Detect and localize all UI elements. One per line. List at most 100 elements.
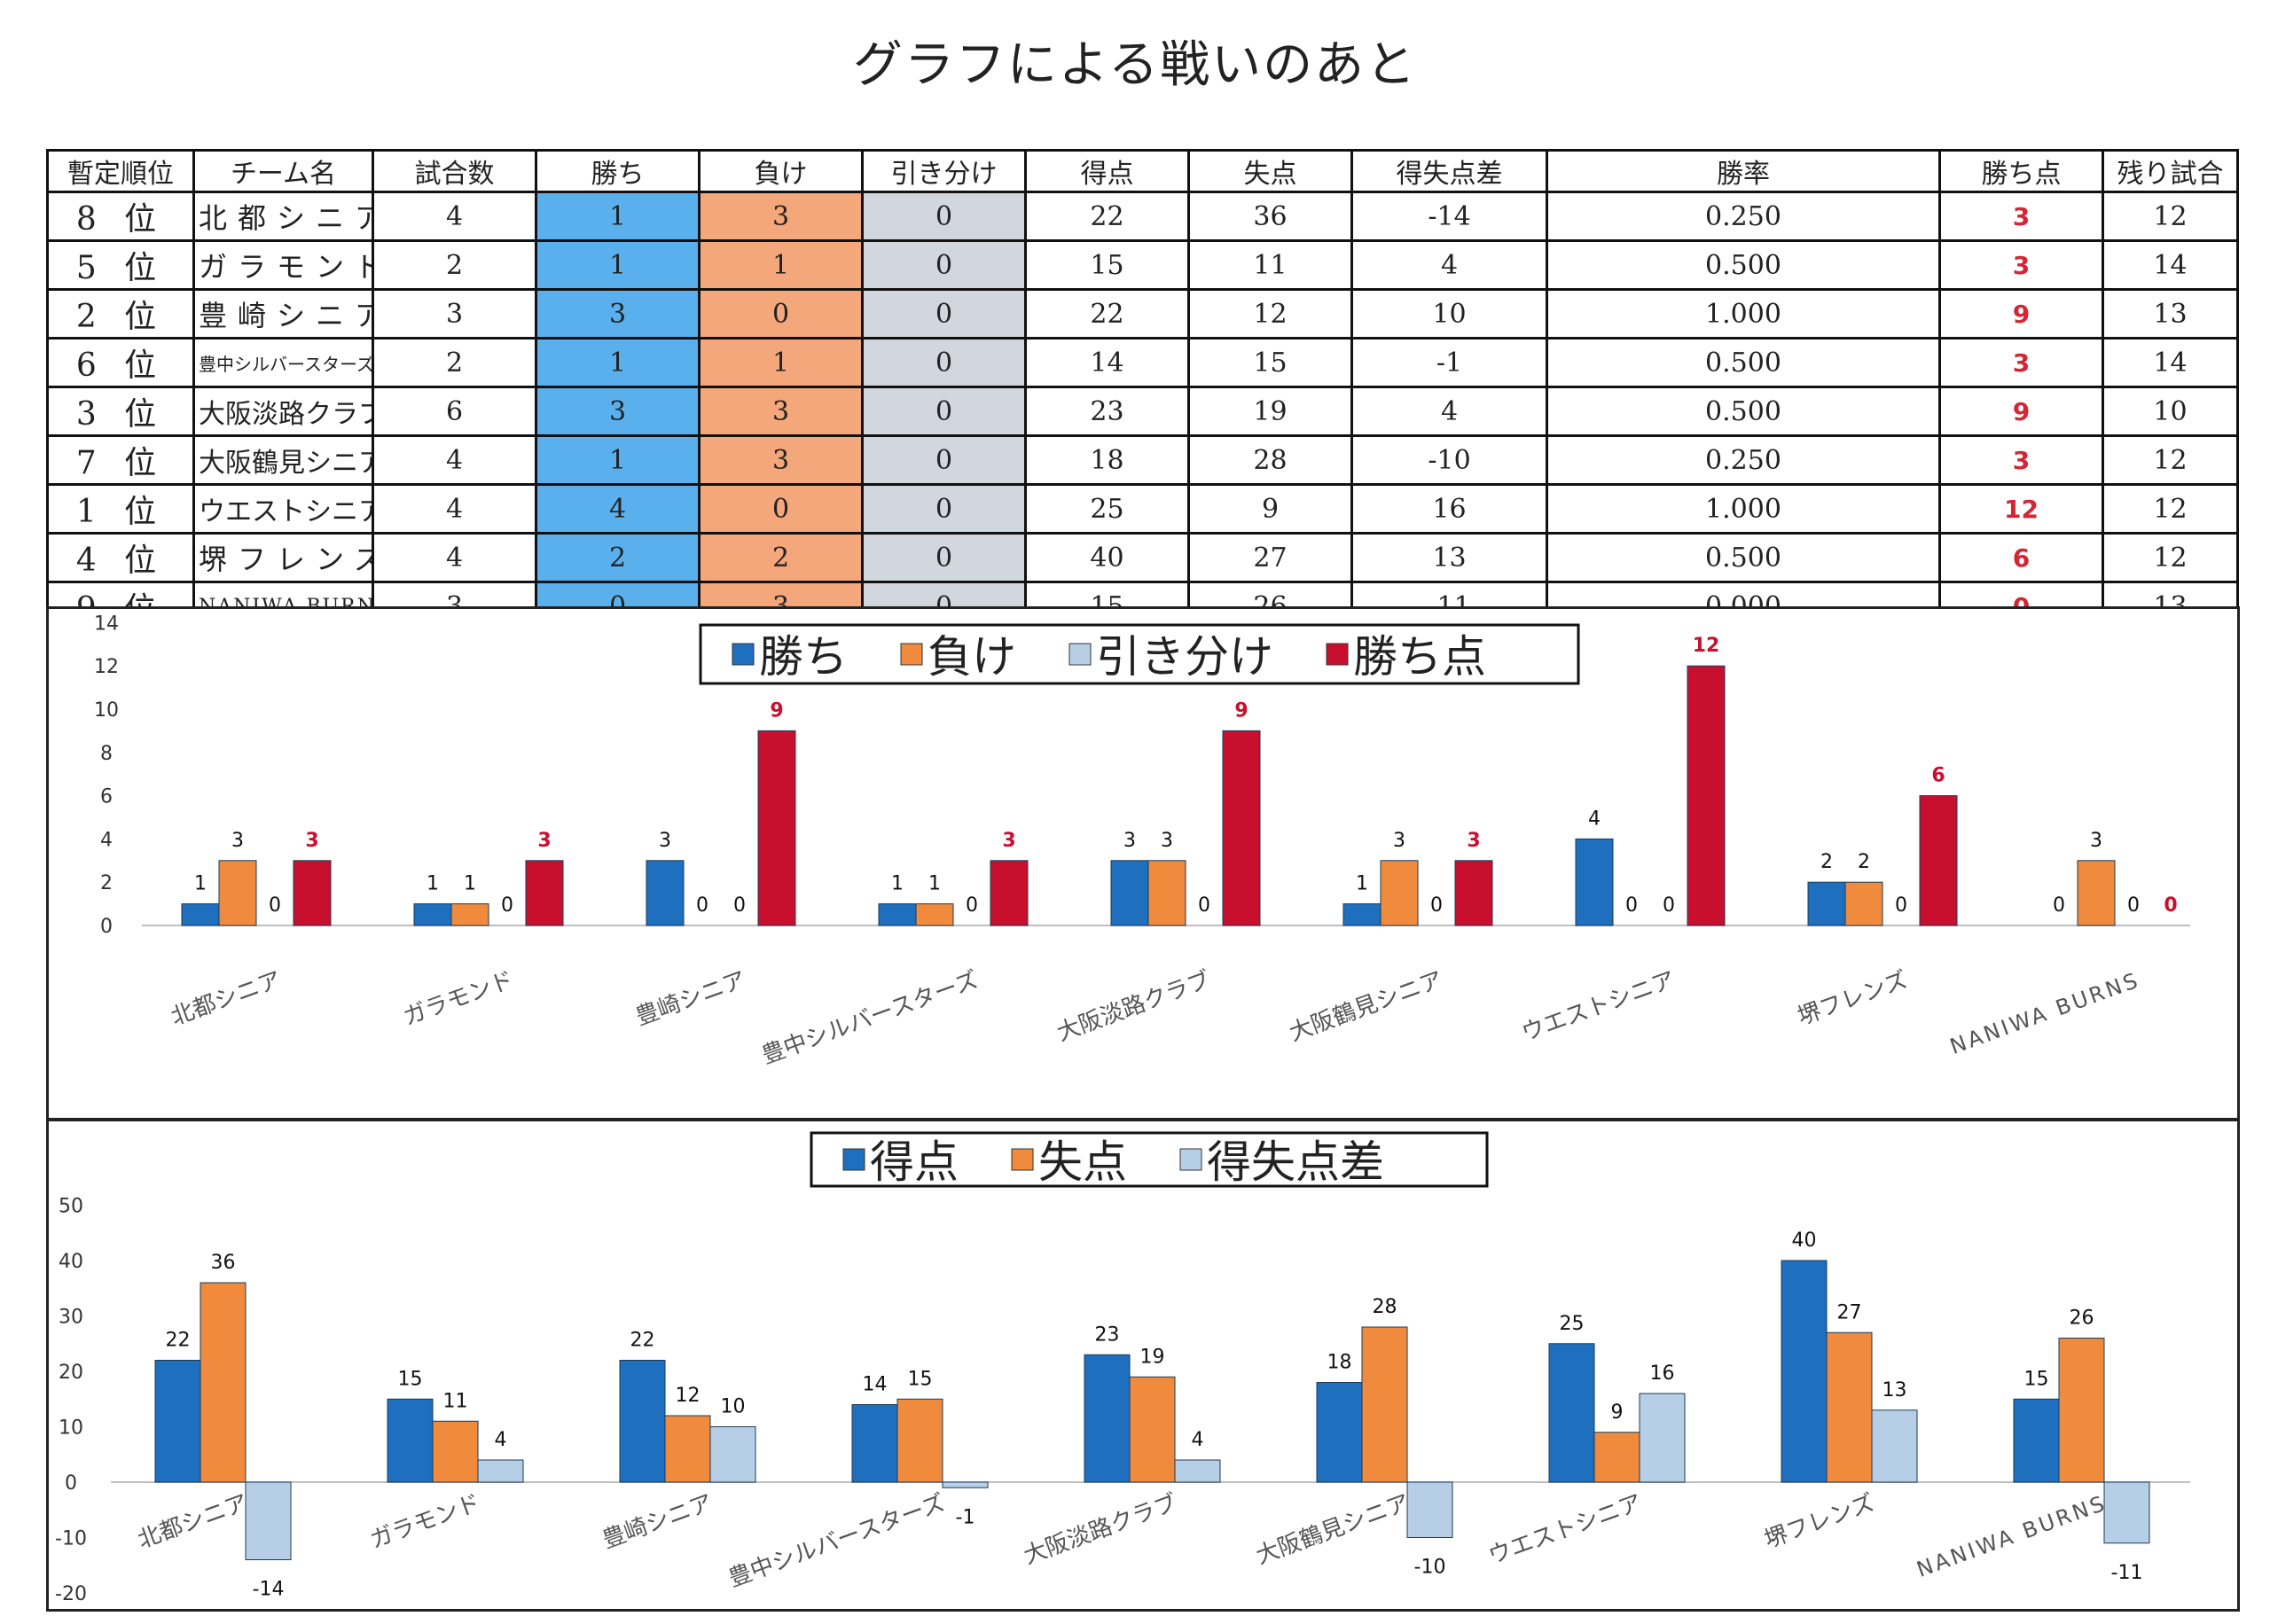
data-label: 6 — [1931, 765, 1945, 787]
bar-conceded — [432, 1420, 479, 1483]
cell-rate: 0.500 — [1546, 239, 1941, 291]
legend-swatch — [1068, 643, 1092, 666]
cell-conceded: 28 — [1187, 434, 1353, 486]
bar-losses — [1380, 860, 1419, 926]
cell-points: 6 — [1938, 532, 2104, 583]
cell-conceded: 36 — [1187, 191, 1353, 242]
data-label: 3 — [1161, 830, 1173, 852]
cell-remaining: 12 — [2102, 532, 2239, 583]
legend-label: 得点 — [870, 1136, 959, 1188]
cell-diff: 4 — [1350, 239, 1548, 291]
bar-points — [525, 860, 564, 926]
bar-wins — [1110, 860, 1149, 926]
bar-wins — [1342, 903, 1382, 926]
cell-rank: 5 位 — [46, 239, 195, 291]
cell-games: 2 — [372, 337, 537, 388]
data-label: 0 — [2127, 894, 2140, 917]
cell-games: 6 — [372, 386, 537, 437]
cell-team: 大阪淡路クラブ — [192, 386, 374, 437]
legend-label: 勝ち — [759, 631, 848, 683]
data-label: 3 — [1002, 830, 1015, 852]
data-label: 22 — [630, 1330, 655, 1352]
category-label: 大阪淡路クラブ — [1021, 1489, 1181, 1569]
cell-scored: 25 — [1024, 483, 1190, 535]
data-label: 15 — [398, 1368, 423, 1390]
bar-conceded — [1593, 1432, 1640, 1483]
cell-points: 3 — [1938, 239, 2104, 291]
table-row: 6 位豊中シルバースターズ 2 1 1 0 14 15 -1 0.500 3 14 — [46, 337, 2239, 388]
category-label: 大阪鶴見シニア — [1253, 1489, 1413, 1569]
header-rate: 勝率 — [1546, 149, 1941, 193]
cell-losses: 1 — [698, 337, 864, 388]
data-label: 40 — [1792, 1230, 1817, 1252]
cell-rate: 0.500 — [1546, 337, 1941, 388]
y-tick-label: -20 — [55, 1583, 87, 1605]
cell-team: 堺フレンズ — [192, 532, 374, 583]
cell-losses: 0 — [698, 288, 864, 340]
cell-remaining: 14 — [2102, 239, 2239, 291]
data-label: 18 — [1327, 1352, 1352, 1374]
data-label: 36 — [211, 1252, 236, 1274]
cell-points: 9 — [1938, 386, 2104, 437]
legend-label: 勝ち点 — [1353, 631, 1486, 683]
cell-team: ガラモンド — [192, 239, 374, 291]
y-tick-label: 10 — [59, 1417, 83, 1440]
cell-rank: 8 位 — [46, 191, 195, 242]
cell-scored: 23 — [1024, 386, 1190, 437]
data-label: 1 — [928, 873, 941, 895]
cell-diff: 10 — [1350, 288, 1548, 340]
cell-rank: 1 位 — [46, 483, 195, 535]
cell-wins: 1 — [535, 191, 701, 242]
cell-points: 3 — [1938, 434, 2104, 486]
legend-label: 失点 — [1038, 1136, 1127, 1188]
cell-rank: 2 位 — [46, 288, 195, 340]
data-label: 4 — [1192, 1429, 1204, 1451]
data-label: 1 — [194, 873, 207, 895]
cell-scored: 22 — [1024, 288, 1190, 340]
bar-wins — [181, 903, 220, 926]
data-label: 0 — [2164, 894, 2177, 917]
cell-losses: 0 — [698, 483, 864, 535]
data-label: 9 — [770, 699, 783, 722]
cell-losses: 3 — [698, 386, 864, 437]
legend-box — [699, 623, 1580, 685]
category-label: 北都シニア — [134, 1489, 251, 1554]
bar-diff — [245, 1481, 292, 1560]
bar-points — [1919, 795, 1958, 926]
cell-scored: 15 — [1024, 239, 1190, 291]
y-tick-label: 12 — [94, 656, 119, 678]
y-tick-label: 4 — [100, 829, 113, 851]
cell-points: 12 — [1938, 483, 2104, 535]
cell-losses: 2 — [698, 532, 864, 583]
data-label: 28 — [1373, 1296, 1397, 1318]
bar-points — [990, 860, 1029, 926]
category-label: 豊崎シニア — [599, 1489, 716, 1554]
cell-remaining: 12 — [2102, 483, 2239, 535]
data-label: 1 — [464, 873, 476, 895]
cell-remaining: 14 — [2102, 337, 2239, 388]
cell-draws: 0 — [861, 288, 1027, 340]
bar-points — [1687, 665, 1726, 926]
data-label: 1 — [427, 873, 439, 895]
bar-losses — [1844, 881, 1883, 926]
cell-scored: 22 — [1024, 191, 1190, 242]
bar-losses — [1147, 860, 1186, 926]
cell-team: ウエストシニア — [192, 483, 374, 535]
category-label: ウエストシニア — [1485, 1489, 1646, 1569]
legend-swatch — [900, 643, 923, 666]
bar-scored — [154, 1360, 201, 1483]
table-row: 7 位大阪鶴見シニア 4 1 3 0 18 28 -10 0.250 3 12 — [46, 434, 2239, 486]
cell-conceded: 27 — [1187, 532, 1353, 583]
bar-losses — [218, 860, 257, 926]
category-label: NANIWA BURNS — [1914, 1490, 2110, 1582]
cell-rank: 6 位 — [46, 337, 195, 388]
bar-scored — [1781, 1260, 1828, 1483]
cell-diff: -10 — [1350, 434, 1548, 486]
data-label: 0 — [1198, 894, 1210, 917]
data-label: 14 — [863, 1374, 888, 1396]
bar-conceded — [664, 1415, 711, 1483]
cell-diff: -14 — [1350, 191, 1548, 242]
data-label: 15 — [908, 1368, 933, 1390]
